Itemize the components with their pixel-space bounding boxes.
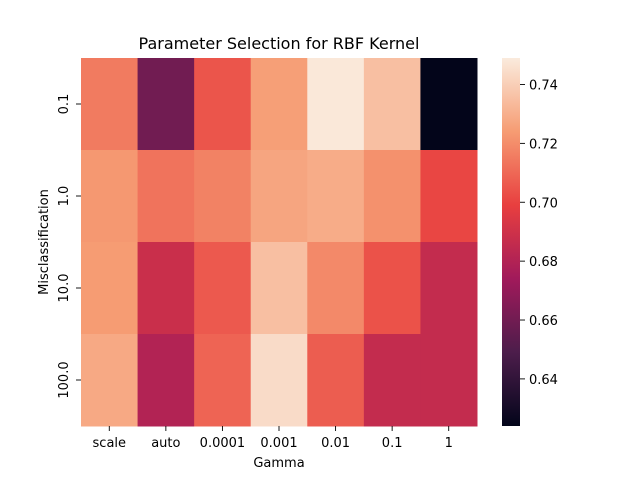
colorbar-tick-label: 0.70 (529, 196, 558, 211)
heatmap-cell (363, 242, 421, 335)
colorbar (502, 58, 520, 426)
heatmap-cell (81, 150, 139, 243)
x-tick-label: 1 (445, 436, 453, 451)
heatmap-cell (137, 334, 195, 427)
heatmap-cell (137, 242, 195, 335)
heatmap-cell (250, 242, 308, 335)
heatmap-cell (250, 334, 308, 427)
heatmap-cell (194, 334, 252, 427)
heatmap-cell (81, 334, 139, 427)
heatmap-cell (363, 150, 421, 243)
colorbar-tick-label: 0.68 (529, 255, 558, 270)
y-tick-label: 10.0 (57, 274, 72, 303)
y-axis-label: Misclassification (37, 189, 52, 295)
heatmap-cell (194, 58, 252, 151)
x-tick-label: auto (151, 436, 180, 451)
colorbar-tick-label: 0.64 (529, 373, 558, 388)
heatmap-cell (137, 150, 195, 243)
x-tick-label: scale (93, 436, 127, 451)
heatmap-cell (307, 150, 365, 243)
chart-title: Parameter Selection for RBF Kernel (139, 34, 420, 53)
heatmap-cell (194, 150, 252, 243)
heatmap-cell (420, 150, 478, 243)
x-tick-label: 0.01 (321, 436, 350, 451)
heatmap-cell (250, 150, 308, 243)
y-tick-label: 0.1 (57, 94, 72, 115)
heatmap-cell (81, 58, 139, 151)
colorbar-ticks: 0.64 0.66 0.68 0.70 0.72 0.74 (520, 78, 558, 388)
x-tick-label: 0.001 (260, 436, 297, 451)
heatmap-cell (137, 58, 195, 151)
heatmap-cell (194, 242, 252, 335)
y-tick-label: 100.0 (57, 361, 72, 398)
colorbar-tick-label: 0.74 (529, 78, 558, 93)
colorbar-tick-label: 0.66 (529, 314, 558, 329)
heatmap-cell (363, 334, 421, 427)
heatmap-cells (81, 58, 478, 427)
y-tick-label: 1.0 (57, 186, 72, 207)
heatmap-cell (363, 58, 421, 151)
x-tick-label: 0.0001 (200, 436, 246, 451)
heatmap-cell (307, 242, 365, 335)
heatmap-cell (420, 334, 478, 427)
heatmap-cell (81, 242, 139, 335)
y-axis-ticks: 0.1 1.0 10.0 100.0 (57, 94, 81, 399)
heatmap-cell (307, 58, 365, 151)
x-axis-ticks: scale auto 0.0001 0.001 0.01 0.1 1 (93, 426, 453, 451)
x-axis-label: Gamma (253, 456, 304, 471)
x-tick-label: 0.1 (382, 436, 403, 451)
heatmap-cell (420, 58, 478, 151)
heatmap-cell (420, 242, 478, 335)
colorbar-tick-label: 0.72 (529, 137, 558, 152)
heatmap-cell (307, 334, 365, 427)
heatmap-cell (250, 58, 308, 151)
